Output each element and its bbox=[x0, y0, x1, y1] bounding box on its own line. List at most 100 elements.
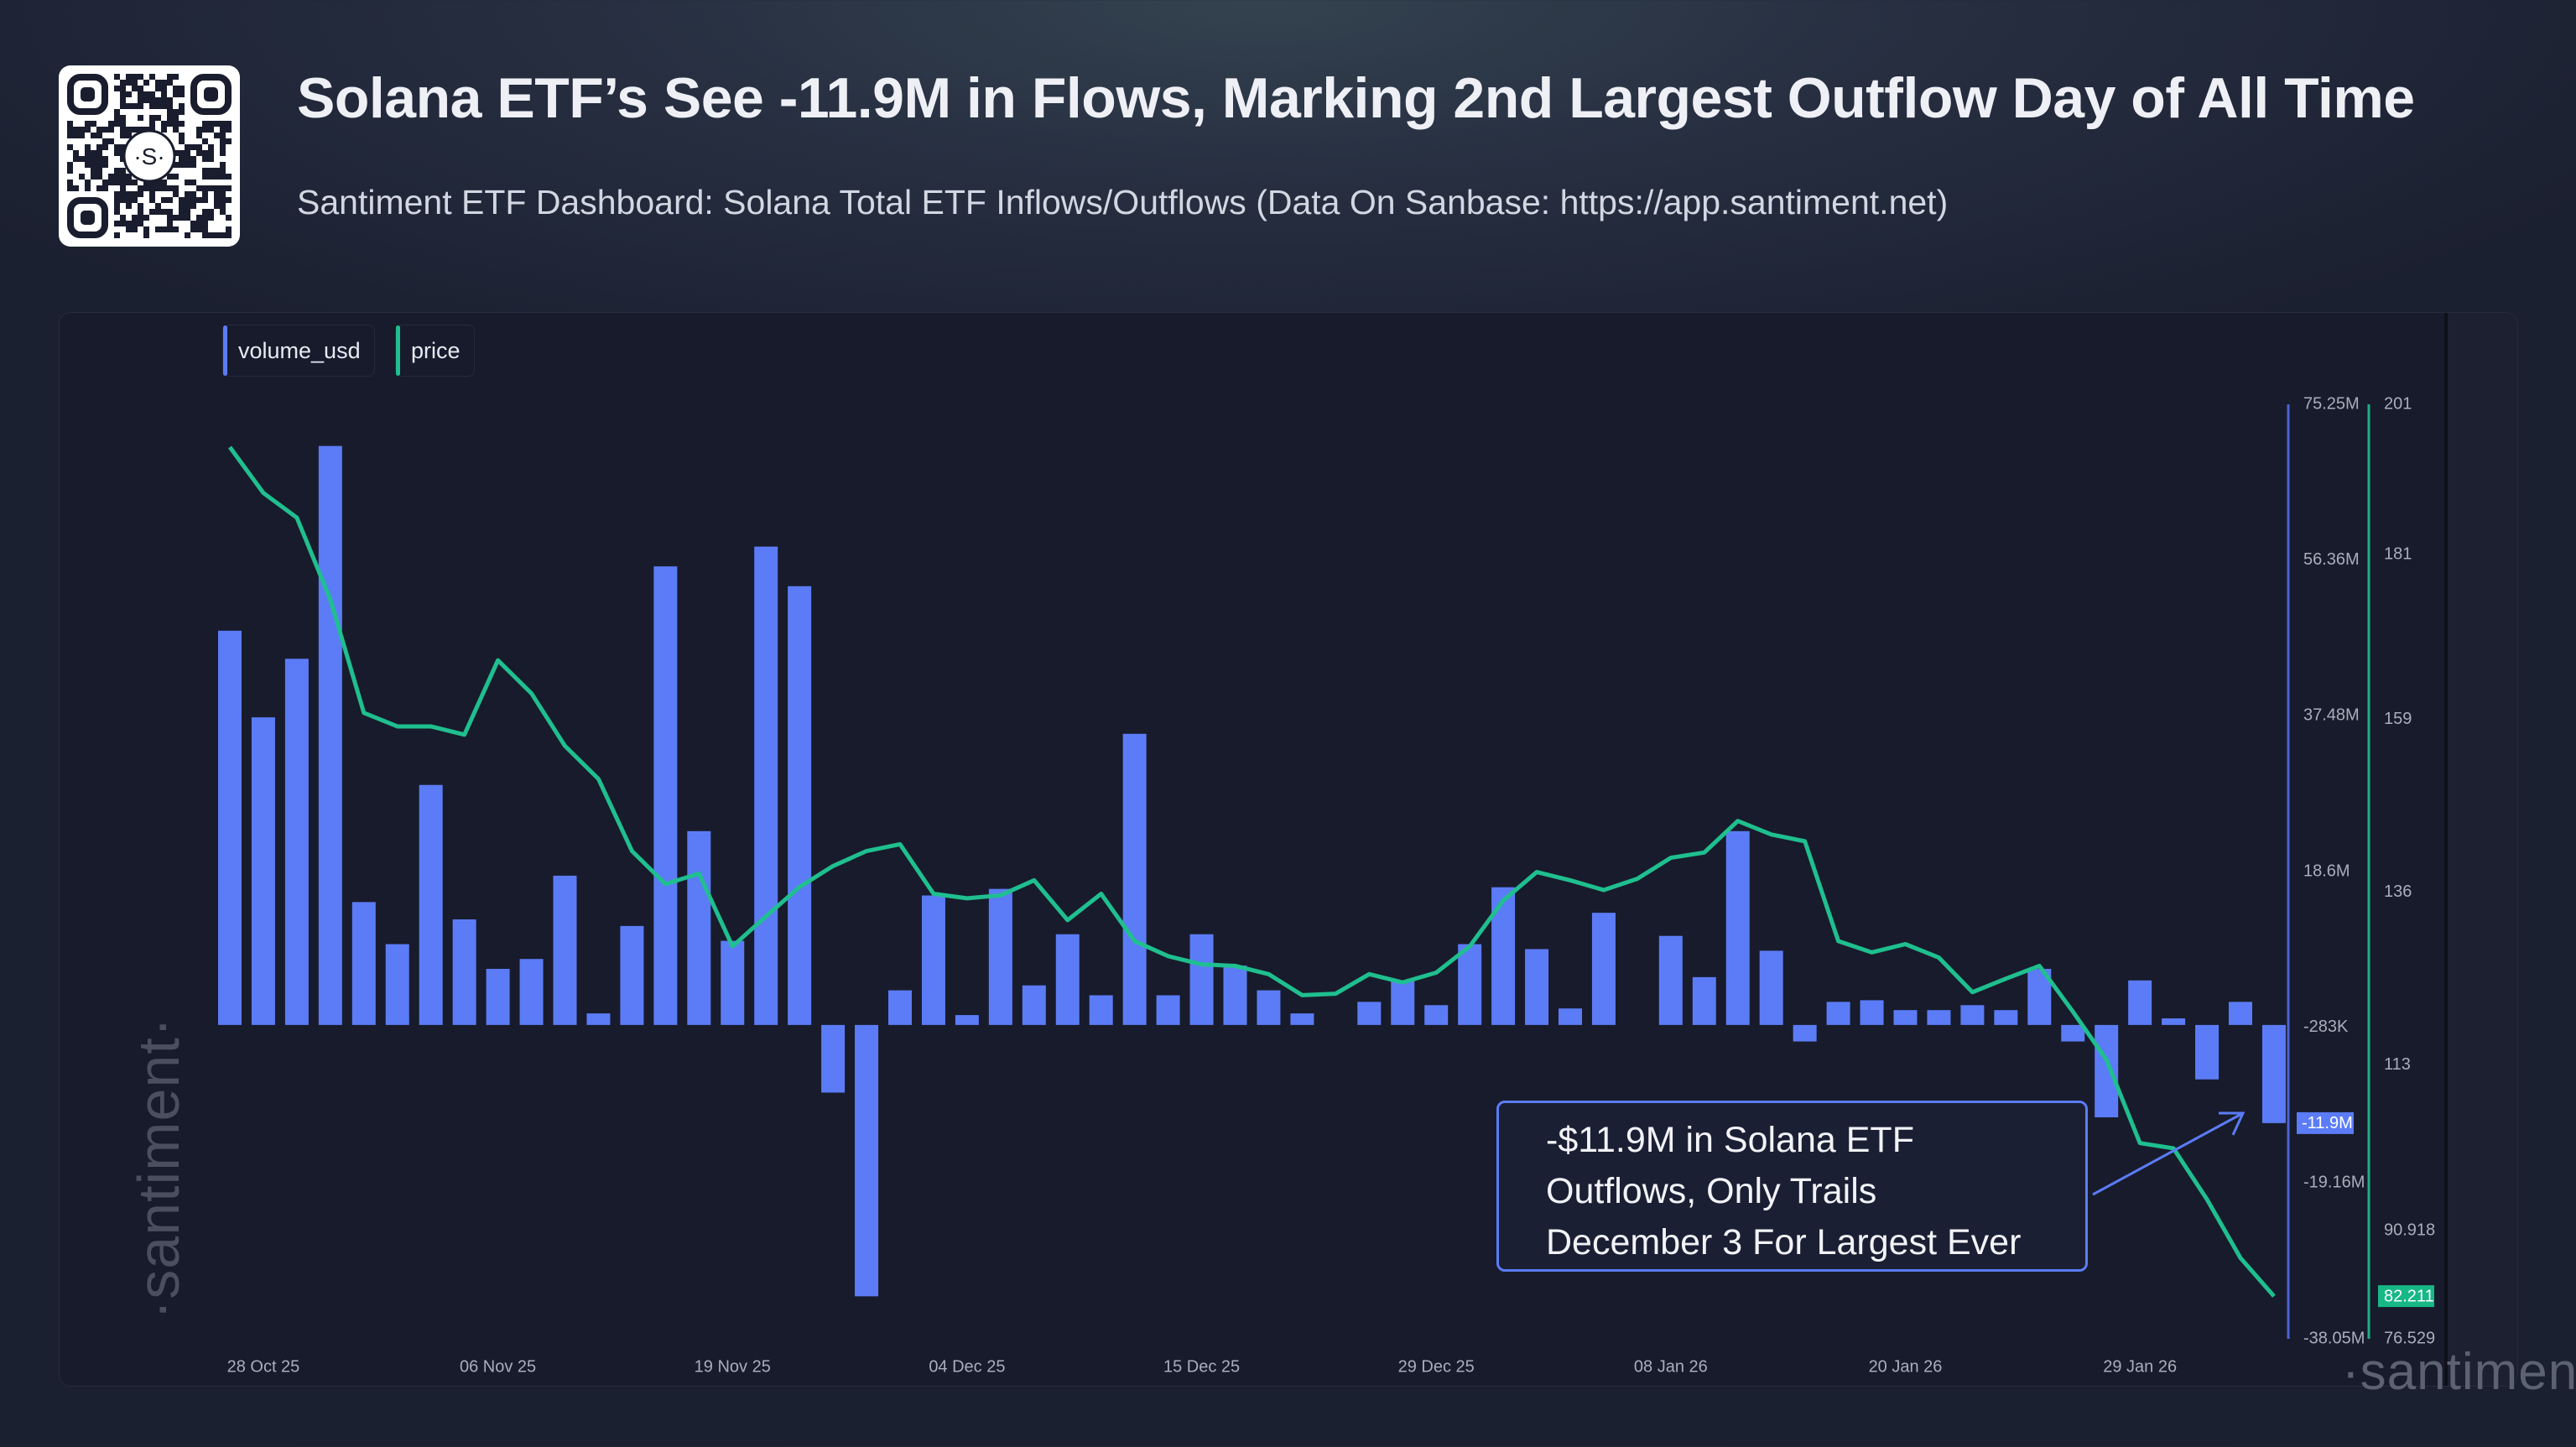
volume-current-tag bbox=[2297, 1111, 2354, 1134]
volume-bar bbox=[821, 1024, 846, 1093]
volume-bar bbox=[1424, 1005, 1449, 1025]
volume-bar bbox=[921, 895, 945, 1025]
volume-bar bbox=[754, 546, 778, 1025]
volume-bar bbox=[1591, 913, 1616, 1025]
x-tick-label: 28 Oct 25 bbox=[227, 1357, 300, 1376]
volume-bar bbox=[1759, 950, 1783, 1025]
price-tick-label: 136 bbox=[2384, 882, 2412, 901]
volume-bar bbox=[855, 1024, 879, 1297]
volume-bar bbox=[2095, 1024, 2119, 1118]
volume-bar bbox=[1692, 976, 1716, 1025]
price-line bbox=[227, 445, 2276, 1298]
volume-bar bbox=[519, 959, 544, 1025]
volume-bar bbox=[888, 990, 912, 1025]
volume-bar bbox=[351, 902, 376, 1025]
price-current-tag bbox=[2378, 1285, 2434, 1308]
volume-bar bbox=[1055, 934, 1080, 1025]
volume-bar bbox=[486, 969, 510, 1025]
annotation-arrow bbox=[2092, 1111, 2244, 1196]
volume-bar bbox=[2229, 1002, 2252, 1025]
price-tick-label: 113 bbox=[2384, 1055, 2411, 1074]
volume-bar bbox=[1257, 990, 1281, 1025]
price-current-label: 82.211 bbox=[2384, 1287, 2434, 1305]
volume-bar bbox=[687, 830, 711, 1025]
volume-tick-label: 37.48M bbox=[2303, 706, 2360, 725]
volume-bar bbox=[419, 784, 443, 1025]
volume-tick-label: 18.6M bbox=[2303, 861, 2350, 880]
page-title: Solana ETF’s See -11.9M in Flows, Markin… bbox=[297, 66, 2415, 130]
volume-bar bbox=[988, 888, 1012, 1025]
svg-text:·S·: ·S· bbox=[133, 143, 164, 169]
volume-bar bbox=[955, 1015, 979, 1025]
price-tick-label: 76.529 bbox=[2384, 1329, 2435, 1347]
x-tick-label: 20 Jan 26 bbox=[1869, 1357, 1943, 1376]
volume-bar bbox=[1725, 830, 1750, 1025]
legend-volume-usd[interactable]: volume_usd bbox=[222, 325, 375, 377]
volume-bar bbox=[318, 445, 342, 1025]
volume-tick-label: -283K bbox=[2303, 1018, 2349, 1036]
volume-bar bbox=[1391, 980, 1415, 1025]
volume-tick-label: -38.05M bbox=[2303, 1329, 2365, 1347]
x-tick-label: 08 Jan 26 bbox=[1634, 1357, 1708, 1376]
volume-bar bbox=[1089, 995, 1113, 1025]
price-tick-label: 201 bbox=[2384, 394, 2412, 413]
volume-bar bbox=[2195, 1024, 2220, 1080]
x-tick-label: 29 Dec 25 bbox=[1398, 1357, 1475, 1376]
arrow-head-icon bbox=[2219, 1111, 2246, 1136]
volume-bar bbox=[1960, 1005, 1985, 1025]
volume-bar bbox=[1022, 985, 1046, 1025]
volume-bar bbox=[1793, 1024, 1817, 1042]
volume-bar bbox=[1122, 733, 1147, 1025]
volume-bar bbox=[452, 919, 476, 1025]
volume-bar bbox=[1491, 887, 1516, 1025]
price-tick-label: 90.918 bbox=[2384, 1221, 2435, 1240]
volume-bar bbox=[1357, 1002, 1382, 1025]
x-tick-label: 06 Nov 25 bbox=[460, 1357, 536, 1376]
annotation-line: -$11.9M in Solana ETF bbox=[1546, 1120, 1914, 1160]
volume-bar bbox=[586, 1013, 611, 1025]
qr-code: ·S· bbox=[59, 65, 240, 247]
volume-bar bbox=[251, 717, 275, 1025]
volume-bar bbox=[1559, 1008, 1582, 1025]
volume-bar bbox=[1290, 1013, 1314, 1025]
chart-side-strip bbox=[2444, 313, 2517, 1386]
x-tick-label: 19 Nov 25 bbox=[695, 1357, 771, 1376]
volume-tick-label: 75.25M bbox=[2303, 394, 2360, 413]
volume-bar bbox=[1826, 1002, 1850, 1025]
volume-bar bbox=[2128, 980, 2152, 1025]
volume-bar bbox=[1893, 1010, 1918, 1025]
volume-bar bbox=[218, 630, 242, 1025]
x-tick-label: 04 Dec 25 bbox=[929, 1357, 1005, 1376]
legend-label: volume_usd bbox=[238, 337, 361, 363]
volume-bar bbox=[2162, 1018, 2186, 1025]
volume-bar bbox=[553, 875, 577, 1025]
volume-bar bbox=[788, 586, 812, 1025]
price-tick-label: 181 bbox=[2384, 544, 2412, 563]
chart-card: volume_usd price ·santiment· bbox=[59, 312, 2518, 1387]
watermark: ·santiment· bbox=[2342, 1343, 2576, 1401]
volume-bar bbox=[1860, 1000, 1884, 1025]
volume-current-label: -11.9M bbox=[2302, 1114, 2353, 1132]
volume-bar bbox=[1658, 935, 1683, 1025]
annotation-line: Outflows, Only Trails bbox=[1546, 1171, 1877, 1211]
volume-bar bbox=[1189, 934, 1214, 1025]
volume-bar bbox=[2261, 1024, 2286, 1123]
volume-tick-label: -19.16M bbox=[2303, 1174, 2365, 1192]
volume-bar bbox=[1223, 966, 1247, 1025]
volume-bar bbox=[284, 658, 309, 1025]
legend-price[interactable]: price bbox=[395, 325, 475, 377]
legend-label: price bbox=[411, 337, 461, 363]
volume-bar bbox=[1994, 1010, 2018, 1025]
volume-bar bbox=[1156, 995, 1180, 1025]
annotation-line: December 3 For Largest Ever bbox=[1546, 1222, 2022, 1262]
volume-bar bbox=[721, 940, 745, 1025]
price-tick-label: 159 bbox=[2384, 710, 2412, 728]
volume-bar bbox=[1458, 944, 1482, 1025]
volume-bar bbox=[1927, 1010, 1951, 1025]
page-subtitle: Santiment ETF Dashboard: Solana Total ET… bbox=[297, 183, 1949, 221]
volume-tick-label: 56.36M bbox=[2303, 550, 2360, 569]
volume-bar bbox=[620, 925, 644, 1025]
volume-bar bbox=[385, 944, 409, 1025]
x-tick-label: 29 Jan 26 bbox=[2103, 1357, 2177, 1376]
x-tick-label: 15 Dec 25 bbox=[1163, 1357, 1240, 1376]
